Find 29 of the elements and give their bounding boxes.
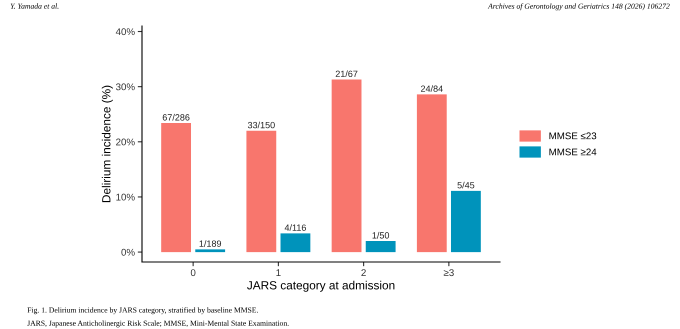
data-label: 21/67 (336, 70, 358, 78)
data-label: 67/286 (162, 114, 190, 121)
bar (366, 241, 396, 252)
bar (416, 94, 447, 252)
bar (450, 190, 481, 252)
x-tick-label: 2 (361, 269, 366, 276)
bar (280, 233, 310, 252)
x-tick-label: ≥3 (444, 269, 454, 276)
y-tick-label: 10% (116, 194, 135, 201)
data-label: 4/116 (284, 224, 306, 231)
legend-label: MMSE ≥24 (549, 148, 596, 156)
legend-label: MMSE ≤23 (549, 132, 596, 140)
bar (246, 130, 276, 252)
data-label: 33/150 (248, 122, 275, 128)
data-label: 5/45 (457, 182, 474, 188)
y-axis-title: Delirium incidence (%) (102, 86, 113, 202)
y-tick-label: 30% (116, 83, 135, 90)
bar (332, 79, 362, 252)
data-label: 24/84 (420, 85, 443, 92)
bar (161, 123, 192, 252)
y-tick-label: 40% (116, 28, 135, 36)
x-tick-label: 1 (276, 269, 281, 276)
x-tick-label: 0 (190, 269, 196, 276)
data-label: 1/50 (372, 232, 390, 239)
x-axis-title: JARS category at admission (247, 280, 394, 292)
data-label: 1/189 (200, 240, 222, 247)
y-tick-label: 0% (121, 248, 135, 256)
bar (195, 249, 226, 252)
y-tick-label: 20% (116, 138, 135, 146)
